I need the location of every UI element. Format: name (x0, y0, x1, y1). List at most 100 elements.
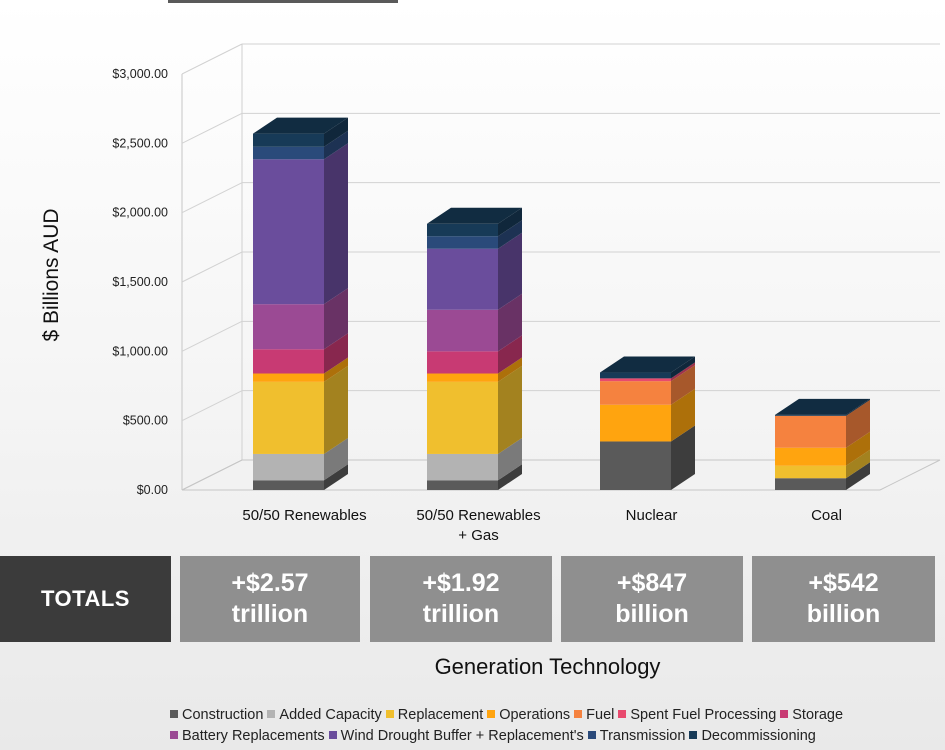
y-axis-label: $ Billions AUD (40, 208, 63, 341)
bar-segment (775, 462, 870, 490)
bar-face (427, 480, 498, 490)
grid-line-side (181, 112, 243, 144)
legend-item: Transmission (587, 728, 686, 744)
bar-side (324, 464, 348, 490)
bar-face (427, 373, 498, 382)
top-bar (168, 0, 398, 3)
x-tick-label-line2: + Gas (458, 527, 498, 544)
bar-segment (775, 399, 870, 448)
bar-segment (253, 143, 348, 305)
bars (253, 117, 870, 490)
y-tick-label: $0.00 (137, 483, 168, 497)
bar-segment (253, 117, 348, 147)
bar-segment (427, 220, 522, 249)
total-box-coal: +$542 billion (752, 556, 935, 642)
bar-segment (427, 464, 522, 490)
x-tick-label: Coal (811, 507, 842, 524)
bar-face (427, 248, 498, 310)
legend-item: Spent Fuel Processing (618, 707, 776, 723)
bar-side (671, 356, 695, 379)
bar-face (600, 372, 671, 379)
bar-face (253, 349, 324, 374)
bar-segment (427, 293, 522, 352)
grid-line-side (181, 390, 243, 422)
bar-top (600, 356, 695, 373)
legend-label: Added Capacity (279, 707, 382, 723)
bar-segment (427, 232, 522, 310)
bar-face (253, 480, 324, 490)
bar-side (846, 449, 870, 479)
bar-stack (253, 117, 348, 490)
total-box-nuclear: +$847 billion (561, 556, 743, 642)
bar-segment (427, 335, 522, 374)
bar-segment (600, 425, 695, 490)
bar-face (600, 378, 671, 382)
bar-side (324, 437, 348, 481)
bar-face (253, 133, 324, 147)
legend-swatch (587, 731, 596, 739)
bar-face (775, 447, 846, 466)
legend-item: Decommissioning (689, 728, 816, 744)
bar-face (600, 404, 671, 442)
legend: Construction Added Capacity Replacement Ope… (170, 707, 940, 749)
bar-segment (600, 356, 695, 379)
x-tick-label: 50/50 Renewables (416, 507, 540, 524)
total-amount: +$1.92 (422, 568, 500, 597)
bar-side (324, 130, 348, 160)
legend-label: Construction (182, 707, 264, 723)
bar-side (846, 399, 870, 448)
bar-face (775, 415, 846, 448)
x-axis-ticks: 50/50 Renewables 50/50 Renewables + Gas Nuc… (242, 507, 842, 544)
x-tick-label: Nuclear (626, 507, 678, 524)
y-tick-label: $2,500.00 (112, 136, 168, 150)
x-tick-label: 50/50 Renewables (242, 507, 366, 524)
bar-face (427, 236, 498, 249)
y-tick-label: $500.00 (123, 414, 168, 428)
grid-line-side (181, 320, 243, 352)
bar-side (498, 437, 522, 481)
legend-swatch (170, 731, 178, 739)
bar-side (498, 365, 522, 454)
bar-side (498, 335, 522, 374)
x-axis-label: Generation Technology (434, 654, 661, 679)
bar-face (427, 351, 498, 374)
total-unit: billion (615, 600, 689, 628)
bar-face (427, 309, 498, 352)
legend-swatch (574, 710, 583, 718)
bar-top (427, 207, 522, 224)
legend-item: Fuel (574, 707, 614, 723)
legend-label: Transmission (599, 728, 686, 744)
bar-side (846, 398, 870, 416)
legend-swatch (170, 710, 178, 718)
legend-item: Operations (487, 707, 570, 723)
bar-side (324, 117, 348, 147)
bar-side (671, 425, 695, 490)
bar-segment (253, 288, 348, 350)
bar-segment (253, 437, 348, 481)
bar-segment (600, 362, 695, 382)
bar-side (324, 143, 348, 305)
legend-swatch (618, 710, 627, 718)
bar-segment (253, 464, 348, 490)
legend-swatch (689, 731, 698, 739)
bar-face (253, 159, 324, 305)
bar-stack (600, 356, 695, 490)
bar-side (846, 431, 870, 466)
bar-segment (427, 357, 522, 382)
legend-row: Battery Replacements Wind Drought Buffer … (170, 728, 940, 749)
bar-side (324, 333, 348, 374)
bar-face (600, 381, 671, 405)
bar-top (775, 398, 870, 415)
y-tick-label: $2,000.00 (112, 206, 168, 220)
grid-line-side (181, 251, 243, 283)
total-unit: trillion (231, 600, 309, 628)
bar-side (498, 207, 522, 237)
total-box-renewables-gas: +$1.92 trillion (370, 556, 552, 642)
legend-label: Replacement (397, 707, 484, 723)
bar-side (498, 293, 522, 352)
total-amount: +$847 (616, 568, 688, 597)
bar-top (253, 117, 348, 134)
legend-row: Construction Added Capacity Replacement Ope… (170, 707, 940, 728)
total-amount: +$542 (808, 568, 879, 597)
y-tick-label: $1,500.00 (112, 275, 168, 289)
